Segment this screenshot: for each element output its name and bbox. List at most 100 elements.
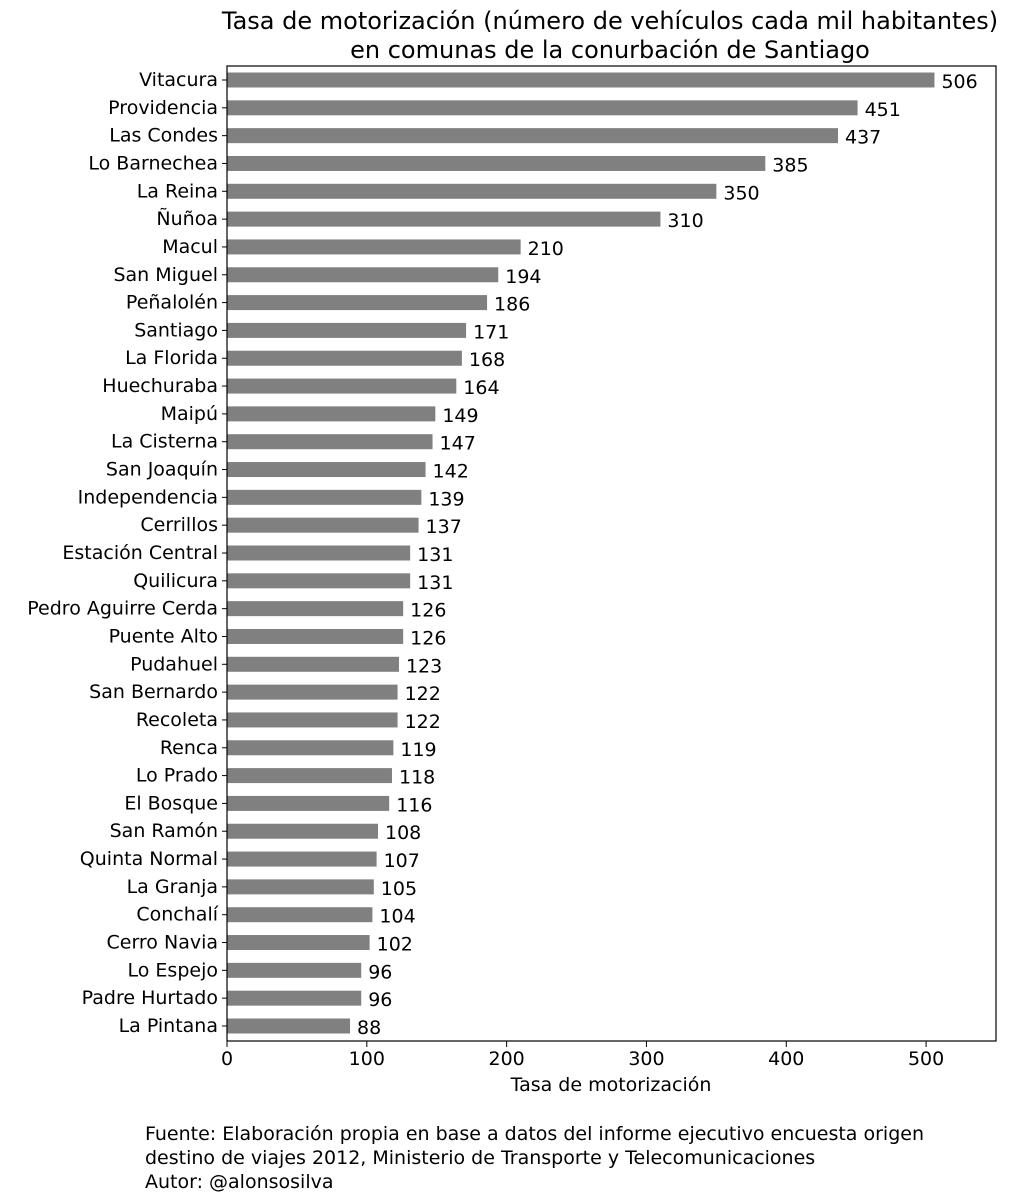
category-label-16: Cerrillos (140, 514, 218, 536)
value-label-11: 164 (463, 377, 499, 399)
bar-13 (227, 434, 433, 450)
bar-15 (227, 489, 422, 505)
bar-12 (227, 406, 436, 422)
category-label-12: Maipú (161, 403, 218, 425)
chart-title-line-1: Tasa de motorización (número de vehículo… (221, 7, 998, 35)
bar-3 (227, 155, 766, 171)
value-label-2: 437 (845, 127, 881, 149)
category-label-32: Lo Espejo (128, 959, 218, 981)
bar-8 (227, 295, 488, 311)
bar-11 (227, 378, 457, 394)
value-label-15: 139 (428, 488, 464, 510)
category-label-25: Lo Prado (136, 765, 218, 787)
value-label-29: 105 (381, 878, 417, 900)
x-tick-label-1: 100 (349, 1048, 385, 1070)
x-tick-label-2: 200 (489, 1048, 525, 1070)
bar-5 (227, 211, 661, 227)
value-label-4: 350 (723, 182, 759, 204)
bar-24 (227, 740, 394, 756)
x-tick-label-3: 300 (628, 1048, 664, 1070)
x-axis-label: Tasa de motorización (510, 1074, 712, 1096)
category-label-30: Conchalí (136, 904, 218, 926)
category-label-27: San Ramón (110, 820, 218, 842)
category-label-21: Pudahuel (130, 653, 218, 675)
category-label-0: Vitacura (139, 69, 218, 91)
category-label-33: Padre Hurtado (82, 987, 218, 1009)
category-label-17: Estación Central (62, 542, 218, 564)
bar-7 (227, 267, 499, 283)
category-label-14: San Joaquín (106, 459, 218, 481)
footer-source-line-2: destino de viajes 2012, Ministerio de Tr… (145, 1147, 816, 1169)
bar-1 (227, 100, 858, 116)
bar-9 (227, 322, 467, 338)
bar-26 (227, 795, 390, 811)
category-label-9: Santiago (134, 319, 218, 341)
category-label-18: Quilicura (133, 570, 218, 592)
x-tick-label-4: 400 (768, 1048, 804, 1070)
value-label-20: 126 (410, 627, 446, 649)
plot-frame (226, 65, 997, 1042)
bar-17 (227, 545, 411, 561)
value-label-8: 186 (494, 294, 530, 316)
value-label-27: 108 (385, 822, 421, 844)
value-label-18: 131 (417, 572, 453, 594)
bar-33 (227, 990, 362, 1006)
value-label-30: 104 (379, 906, 415, 928)
source-footer: Fuente: Elaboración propia en base a dat… (145, 1122, 1015, 1194)
value-label-0: 506 (941, 71, 977, 93)
bar-31 (227, 935, 370, 951)
value-label-6: 210 (528, 238, 564, 260)
bar-chart: Tasa de motorización (número de vehículo… (27, 7, 998, 1096)
bar-4 (227, 183, 717, 199)
bar-21 (227, 656, 399, 672)
bar-14 (227, 462, 426, 478)
bar-29 (227, 879, 374, 895)
bar-16 (227, 517, 419, 533)
bar-2 (227, 128, 839, 144)
x-axis-ticks-layer: 0 100 200 300 400 500 (221, 1041, 944, 1070)
category-label-3: Lo Barnechea (88, 152, 218, 174)
bar-10 (227, 350, 462, 366)
value-label-12: 149 (442, 405, 478, 427)
value-label-32: 96 (368, 961, 392, 983)
category-label-4: La Reina (137, 180, 218, 202)
category-labels-layer: Vitacura Providencia Las Condes Lo Barneche… (27, 69, 227, 1037)
bar-25 (227, 768, 392, 784)
value-label-1: 451 (865, 99, 901, 121)
category-label-20: Puente Alto (109, 625, 218, 647)
bar-18 (227, 573, 411, 589)
value-label-21: 123 (406, 655, 442, 677)
value-label-28: 107 (384, 850, 420, 872)
bar-6 (227, 239, 521, 255)
value-label-13: 147 (440, 433, 476, 455)
footer-author: Autor: @alonsosilva (145, 1171, 334, 1193)
value-labels-layer: 506 451 437 385 350 310 210 194 186 171 168 164 149 1… (357, 71, 978, 1039)
value-label-34: 88 (357, 1017, 381, 1039)
category-label-7: San Miguel (113, 264, 218, 286)
x-tick-label-5: 500 (908, 1048, 944, 1070)
category-label-11: Huechuraba (102, 375, 218, 397)
bar-19 (227, 601, 404, 617)
value-label-14: 142 (433, 461, 469, 483)
bar-32 (227, 962, 362, 978)
footer-source-line-1: Fuente: Elaboración propia en base a dat… (145, 1123, 924, 1145)
value-label-5: 310 (667, 210, 703, 232)
bars-layer (227, 72, 935, 1034)
category-label-26: El Bosque (124, 792, 218, 814)
value-label-23: 122 (405, 711, 441, 733)
value-label-7: 194 (505, 266, 541, 288)
value-label-25: 118 (399, 767, 435, 789)
category-label-1: Providencia (108, 97, 218, 119)
value-label-3: 385 (772, 154, 808, 176)
category-label-28: Quinta Normal (80, 848, 218, 870)
category-label-8: Peñalolén (126, 292, 218, 314)
category-label-22: San Bernardo (89, 681, 218, 703)
x-tick-label-0: 0 (221, 1048, 233, 1070)
category-label-34: La Pintana (119, 1015, 218, 1037)
bar-22 (227, 684, 398, 700)
category-label-19: Pedro Aguirre Cerda (27, 598, 218, 620)
category-label-31: Cerro Navia (106, 932, 218, 954)
category-label-13: La Cisterna (111, 431, 218, 453)
value-label-17: 131 (417, 544, 453, 566)
value-label-33: 96 (368, 989, 392, 1011)
